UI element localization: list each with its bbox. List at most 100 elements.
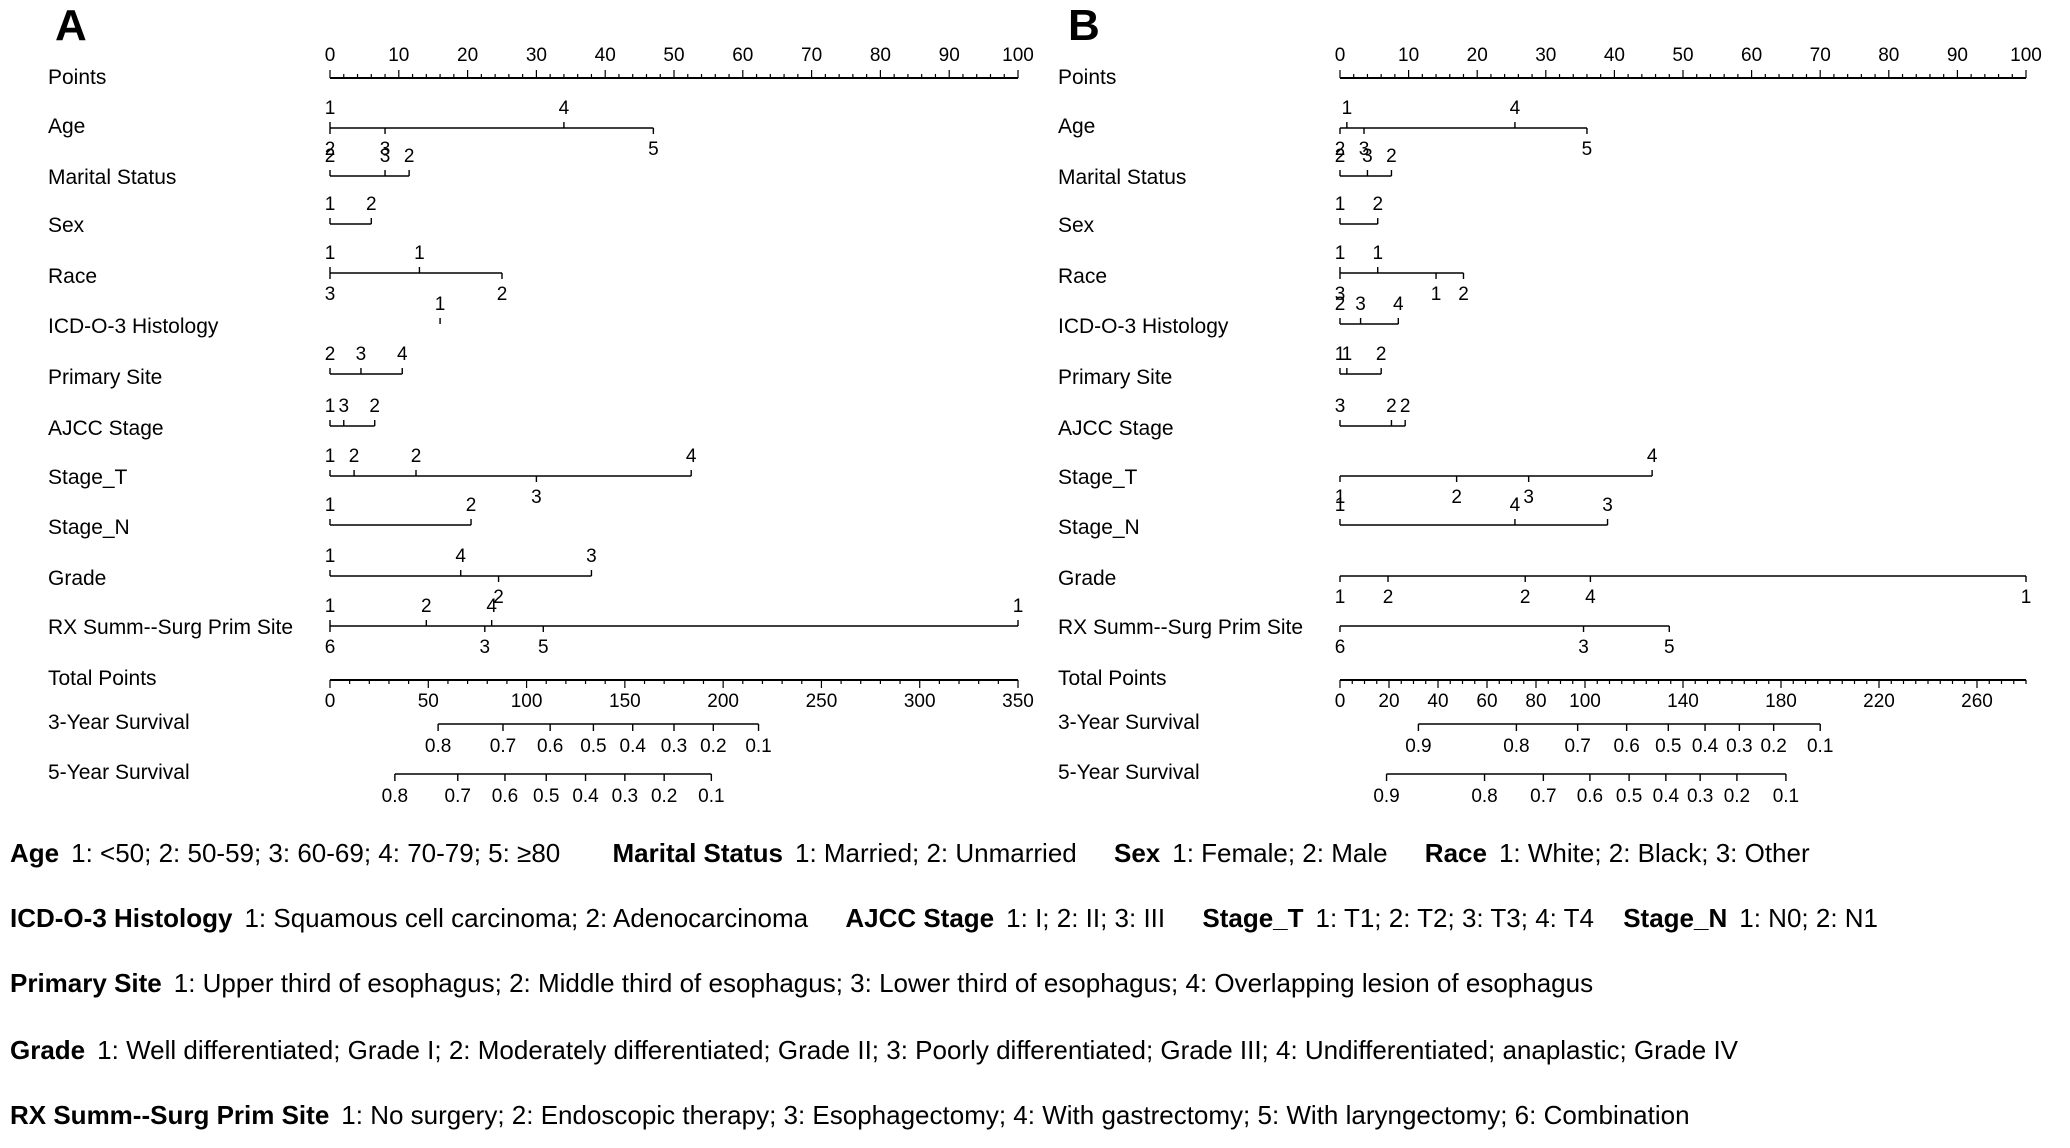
- survival-label: 3-Year Survival: [48, 711, 190, 734]
- level-label: 2: [1386, 396, 1397, 417]
- survival-tick-label: 0.2: [1724, 786, 1750, 807]
- variable-label: AJCC Stage: [48, 417, 164, 440]
- variable-label: Sex: [48, 214, 85, 237]
- survival-tick-label: 0.5: [1616, 786, 1642, 807]
- points-tick-label: 100: [2010, 45, 2042, 66]
- level-label: 1: [435, 294, 446, 315]
- level-label: 1: [1335, 243, 1346, 264]
- points-tick-label: 60: [732, 45, 753, 66]
- level-label: 2: [325, 146, 336, 167]
- legend-line-4: Grade 1: Well differentiated; Grade I; 2:…: [10, 1035, 1738, 1066]
- points-tick-label: 20: [1467, 45, 1488, 66]
- legend-key: Race: [1424, 838, 1487, 868]
- level-label: 2: [1458, 284, 1469, 305]
- level-label: 2: [493, 587, 504, 608]
- survival-tick-label: 0.4: [1653, 786, 1680, 807]
- level-label: 1: [1013, 596, 1024, 617]
- total-tick-label: 40: [1427, 691, 1448, 712]
- level-label: 3: [1602, 495, 1613, 516]
- points-tick-label: 50: [1672, 45, 1693, 66]
- variable-label: Primary Site: [1058, 366, 1172, 389]
- total-tick-label: 260: [1961, 691, 1993, 712]
- level-label: 3: [380, 139, 391, 160]
- level-label: 5: [1582, 139, 1593, 160]
- survival-tick-label: 0.5: [533, 786, 559, 807]
- survival-tick-label: 0.6: [537, 736, 563, 757]
- points-tick-label: 10: [1398, 45, 1419, 66]
- level-label: 2: [1383, 587, 1394, 608]
- legend-key: Grade: [10, 1035, 86, 1065]
- total-tick-label: 300: [904, 691, 936, 712]
- level-label: 1: [325, 546, 336, 567]
- level-label: 4: [486, 596, 497, 617]
- legend-item-race: Race 1: White; 2: Black; 3: Other: [1425, 838, 1810, 869]
- variable-label: ICD-O-3 Histology: [48, 315, 219, 338]
- survival-tick-label: 0.6: [1577, 786, 1603, 807]
- survival-label: 5-Year Survival: [1058, 761, 1200, 784]
- survival-tick-label: 0.2: [651, 786, 677, 807]
- level-label: 3: [531, 487, 542, 508]
- variable-label: ICD-O-3 Histology: [1058, 315, 1229, 338]
- variable-label: Sex: [1058, 214, 1095, 237]
- panel-letter: A: [55, 1, 87, 50]
- level-label: 4: [1510, 495, 1521, 516]
- legend-line-5: RX Summ--Surg Prim Site 1: No surgery; 2:…: [10, 1100, 1690, 1131]
- survival-tick-label: 0.7: [490, 736, 516, 757]
- level-label: 3: [1523, 487, 1534, 508]
- survival-tick-label: 0.1: [745, 736, 771, 757]
- legend-item-marital-status: Marital Status 1: Married; 2: Unmarried: [612, 838, 1076, 869]
- points-axis-label: Points: [1058, 66, 1116, 89]
- points-axis-label: Points: [48, 66, 106, 89]
- level-label: 2: [1376, 344, 1387, 365]
- survival-tick-label: 0.5: [1655, 736, 1681, 757]
- points-tick-label: 0: [325, 45, 336, 66]
- survival-tick-label: 0.9: [1373, 786, 1399, 807]
- points-tick-label: 40: [595, 45, 616, 66]
- level-label: 5: [648, 139, 659, 160]
- level-label: 2: [366, 194, 377, 215]
- survival-tick-label: 0.1: [1807, 736, 1833, 757]
- level-label: 4: [686, 446, 697, 467]
- total-tick-label: 140: [1667, 691, 1699, 712]
- level-label: 1: [1342, 98, 1353, 119]
- level-label: 1: [1342, 344, 1353, 365]
- level-label: 3: [356, 344, 367, 365]
- level-label: 3: [586, 546, 597, 567]
- level-label: 1: [1335, 344, 1346, 365]
- survival-tick-label: 0.8: [425, 736, 451, 757]
- points-tick-label: 60: [1741, 45, 1762, 66]
- total-tick-label: 0: [1335, 691, 1346, 712]
- variable-label: Age: [1058, 115, 1095, 138]
- level-label: 1: [414, 243, 425, 264]
- level-label: 2: [1335, 139, 1346, 160]
- legend-key: Age: [10, 838, 60, 868]
- legend-item-sex: Sex 1: Female; 2: Male: [1114, 838, 1388, 869]
- level-label: 3: [1355, 294, 1366, 315]
- legend-item-surgery: RX Summ--Surg Prim Site 1: No surgery; 2:…: [10, 1100, 1690, 1131]
- legend-item-histology: ICD-O-3 Histology 1: Squamous cell carcin…: [10, 903, 808, 934]
- points-tick-label: 0: [1335, 45, 1346, 66]
- level-label: 2: [404, 146, 415, 167]
- points-tick-label: 100: [1002, 45, 1034, 66]
- total-tick-label: 100: [511, 691, 543, 712]
- level-label: 1: [325, 596, 336, 617]
- survival-tick-label: 0.3: [661, 736, 687, 757]
- legend-desc: 1: <50; 2: 50-59; 3: 60-69; 4: 70-79; 5:…: [71, 838, 561, 868]
- points-tick-label: 40: [1604, 45, 1625, 66]
- survival-tick-label: 0.4: [1692, 736, 1719, 757]
- variable-label: Stage_N: [48, 516, 130, 539]
- survival-tick-label: 0.3: [1687, 786, 1713, 807]
- survival-tick-label: 0.8: [382, 786, 408, 807]
- survival-tick-label: 0.2: [700, 736, 726, 757]
- level-label: 1: [1335, 495, 1346, 516]
- variable-label: AJCC Stage: [1058, 417, 1174, 440]
- total-tick-label: 60: [1476, 691, 1497, 712]
- survival-label: 5-Year Survival: [48, 761, 190, 784]
- survival-tick-label: 0.1: [1773, 786, 1799, 807]
- points-tick-label: 80: [1878, 45, 1899, 66]
- level-label: 2: [411, 446, 422, 467]
- survival-label: 3-Year Survival: [1058, 711, 1200, 734]
- variable-label: Stage_N: [1058, 516, 1140, 539]
- legend-desc: 1: T1; 2: T2; 3: T3; 4: T4: [1315, 903, 1594, 933]
